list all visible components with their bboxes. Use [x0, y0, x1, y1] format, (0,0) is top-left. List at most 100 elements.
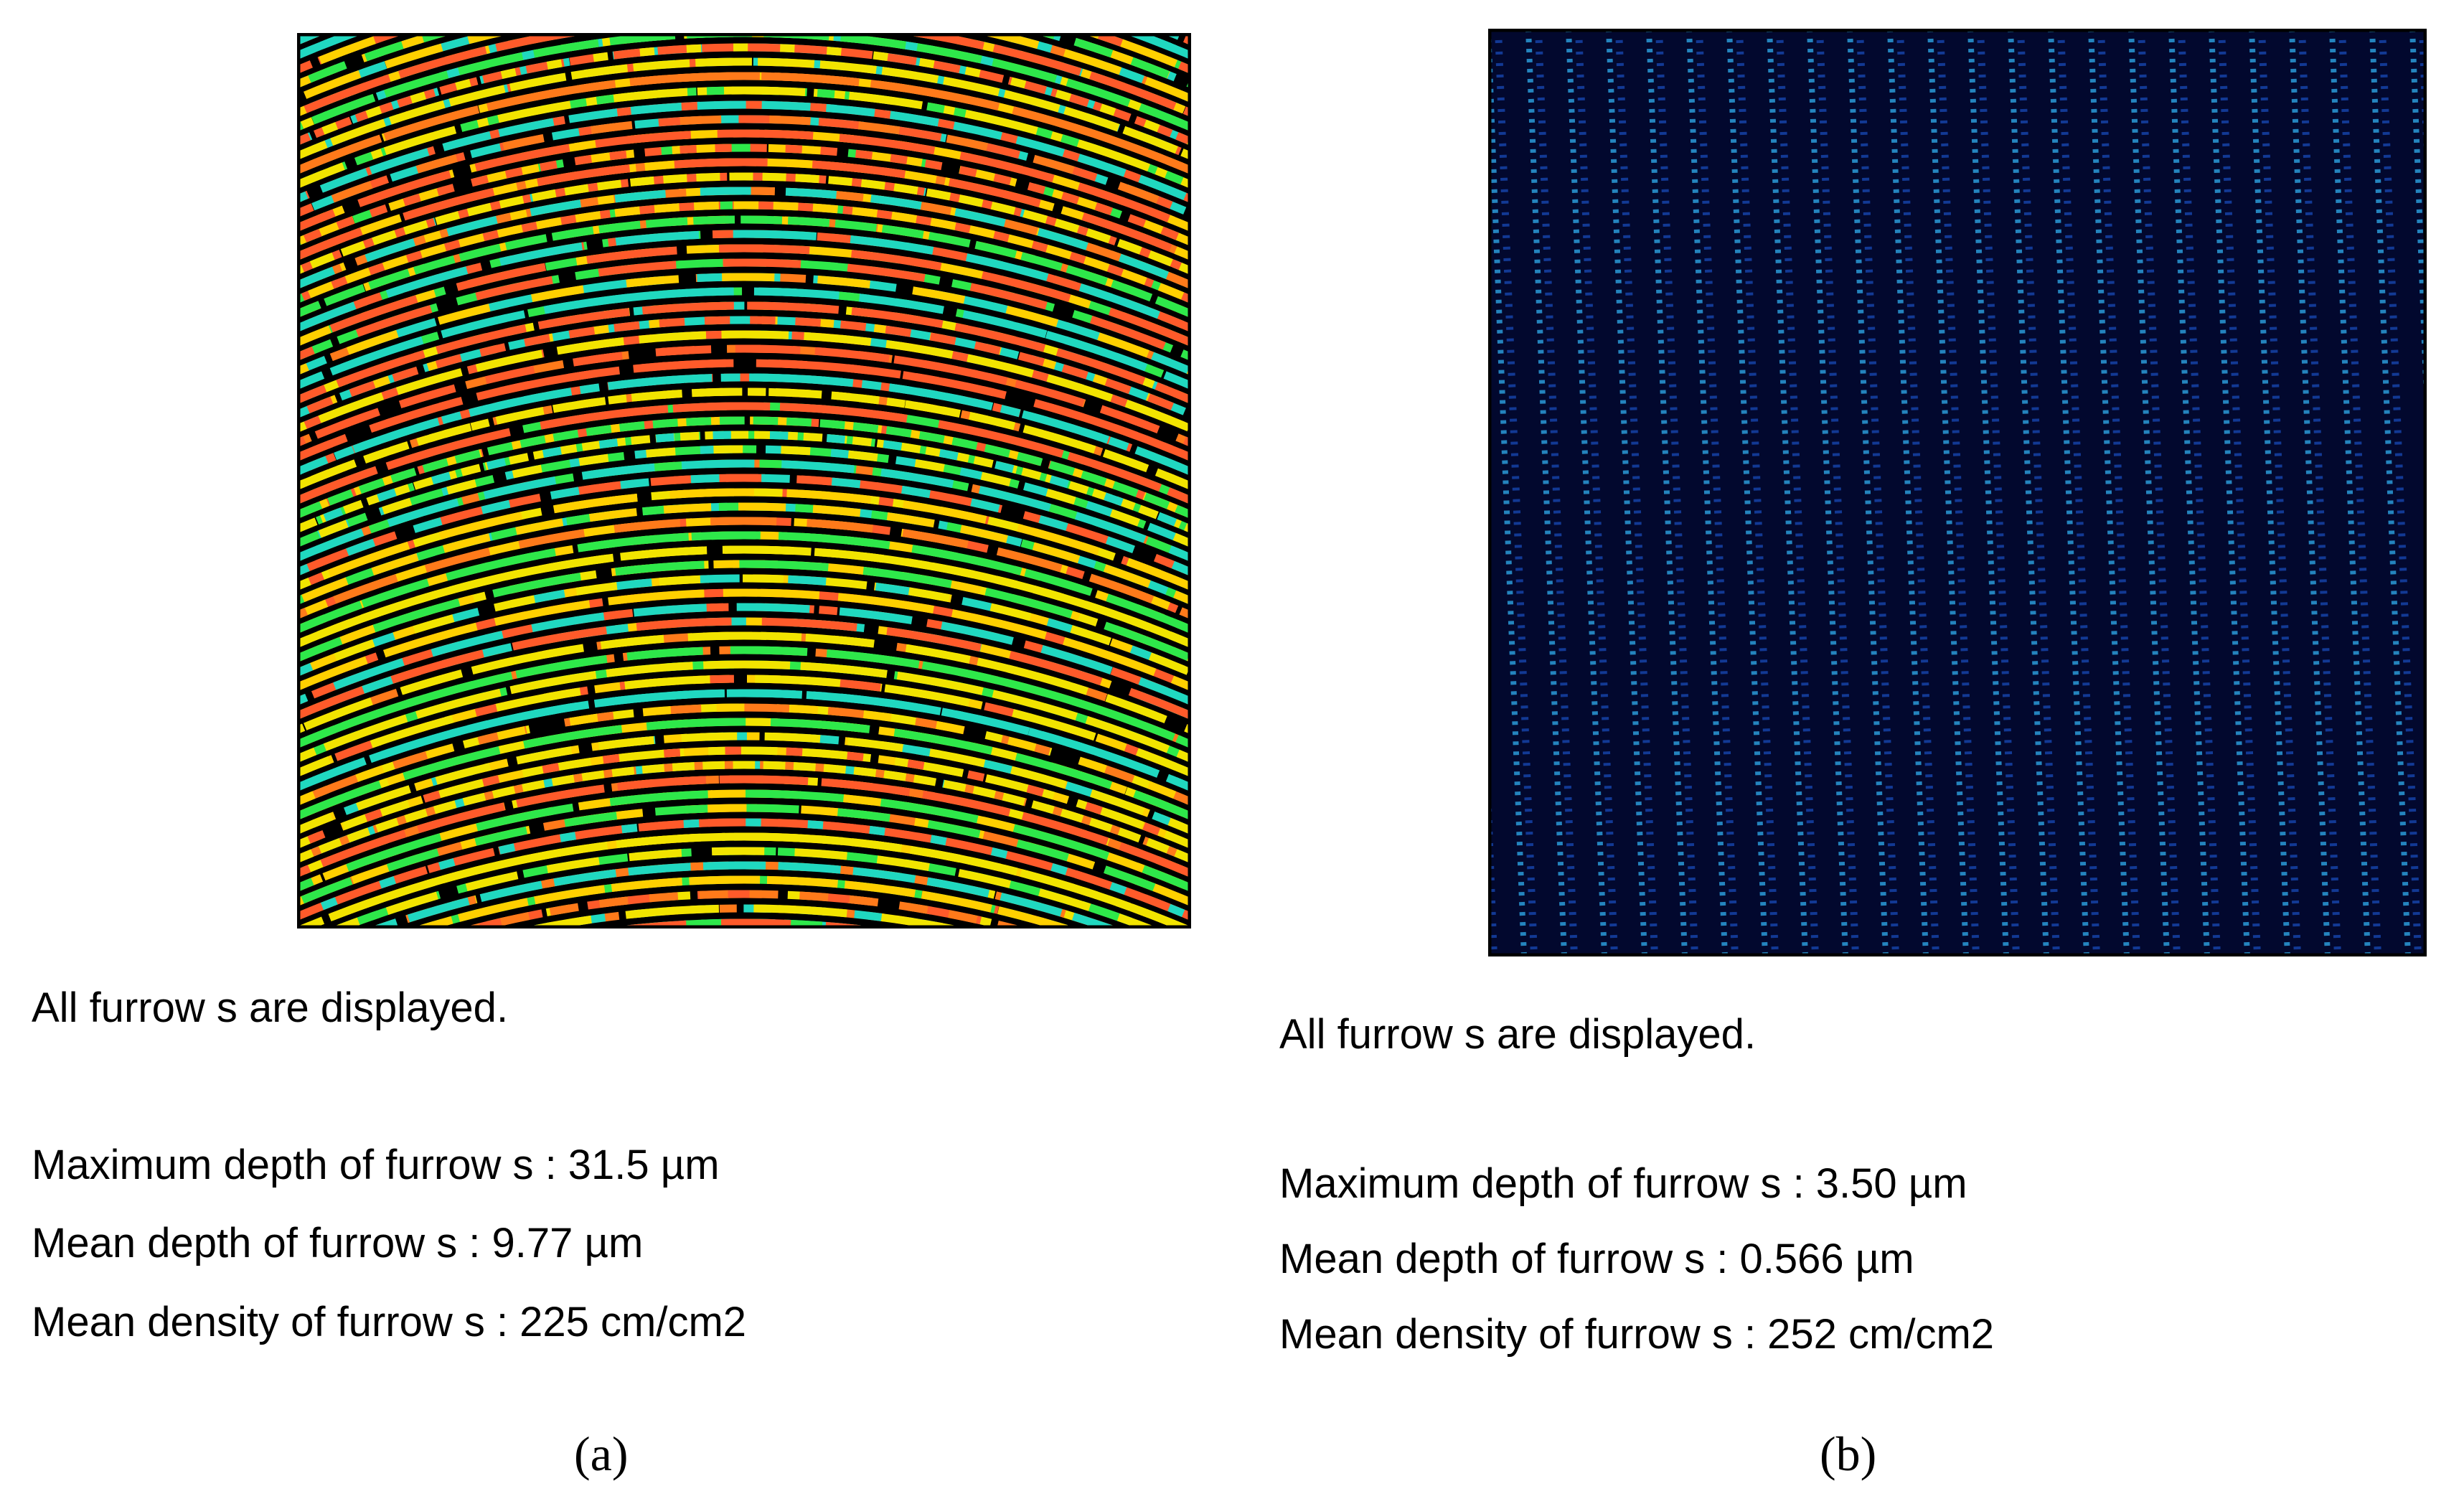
texture — [297, 789, 1191, 893]
texture — [297, 359, 1191, 462]
texture — [297, 560, 1191, 663]
texture — [297, 244, 1191, 347]
texture — [297, 344, 1191, 448]
texture — [297, 57, 1191, 161]
texture — [1606, 29, 1647, 956]
texture — [1887, 29, 1929, 956]
texture — [297, 158, 1191, 261]
texture — [601, 918, 888, 929]
texture — [2048, 29, 2089, 956]
furrow-map-b — [1488, 29, 2427, 956]
texture — [297, 488, 1191, 591]
texture — [297, 674, 1191, 778]
texture — [297, 86, 1191, 189]
stat: Maximum depth of furrow s : 31.5 µm — [32, 1142, 720, 1188]
furrow-map-a — [297, 33, 1191, 929]
texture — [297, 718, 1191, 821]
texture — [297, 804, 1191, 907]
texture — [297, 187, 1191, 290]
texture — [297, 545, 1191, 649]
stat: Mean density of furrow s : 252 cm/cm2 — [1279, 1311, 1995, 1358]
stat: Mean depth of furrow s : 0.566 µm — [1279, 1236, 1914, 1282]
texture — [297, 732, 1191, 835]
texture — [297, 402, 1191, 505]
texture — [297, 660, 1191, 763]
texture — [409, 875, 1079, 929]
texture — [1767, 29, 1808, 956]
texture — [1488, 29, 1527, 956]
texture — [297, 33, 1191, 118]
texture — [297, 761, 1191, 864]
texture — [297, 574, 1191, 677]
texture — [2289, 29, 2331, 956]
stat: Mean density of furrow s : 225 cm/cm2 — [32, 1299, 747, 1345]
texture — [297, 488, 1191, 591]
texture — [297, 258, 1191, 362]
texture — [297, 474, 1191, 577]
caption: All furrow s are displayed. — [1279, 1011, 1757, 1058]
texture — [297, 818, 1191, 921]
texture — [297, 33, 1191, 89]
texture — [297, 746, 1191, 850]
texture — [1646, 29, 1688, 956]
texture — [297, 617, 1191, 720]
texture — [297, 789, 1191, 893]
texture — [297, 273, 1191, 376]
texture — [297, 603, 1191, 706]
texture — [297, 201, 1191, 304]
stat: Maximum depth of furrow s : 3.50 µm — [1279, 1160, 1967, 1207]
texture — [297, 459, 1191, 563]
texture — [2369, 29, 2411, 956]
texture — [1847, 29, 1889, 956]
texture — [297, 344, 1191, 448]
texture — [297, 43, 1191, 146]
texture — [297, 387, 1191, 491]
texture — [458, 890, 1030, 929]
texture — [1566, 29, 1607, 956]
texture — [518, 904, 970, 929]
texture — [2168, 29, 2210, 956]
texture — [297, 72, 1191, 175]
texture — [297, 287, 1191, 390]
texture — [2008, 29, 2049, 956]
texture — [328, 847, 1160, 929]
panel-label: (b) — [1820, 1426, 1877, 1481]
texture — [297, 502, 1191, 606]
texture — [2128, 29, 2170, 956]
texture — [2088, 29, 2130, 956]
texture — [297, 129, 1191, 232]
texture — [1525, 29, 1567, 956]
texture — [297, 215, 1191, 319]
texture — [297, 832, 1191, 929]
caption: All furrow s are displayed. — [32, 984, 509, 1031]
texture — [297, 316, 1191, 419]
texture — [2249, 29, 2290, 956]
texture — [2329, 29, 2371, 956]
texture — [366, 861, 1122, 929]
texture — [297, 517, 1191, 620]
texture — [297, 330, 1191, 433]
texture — [297, 115, 1191, 218]
texture — [297, 431, 1191, 534]
texture — [297, 301, 1191, 405]
texture — [297, 775, 1191, 878]
texture — [297, 631, 1191, 735]
texture — [2209, 29, 2250, 956]
texture — [297, 646, 1191, 749]
texture — [297, 703, 1191, 807]
texture — [1807, 29, 1848, 956]
panel-label: (a) — [574, 1426, 629, 1481]
texture — [1967, 29, 2009, 956]
texture — [1726, 29, 1768, 956]
texture — [297, 689, 1191, 792]
texture — [297, 172, 1191, 276]
texture — [297, 574, 1191, 677]
texture — [297, 531, 1191, 634]
texture — [297, 588, 1191, 692]
texture — [297, 387, 1191, 491]
texture — [1927, 29, 1969, 956]
texture — [297, 459, 1191, 563]
texture — [297, 144, 1191, 247]
texture — [297, 804, 1191, 907]
